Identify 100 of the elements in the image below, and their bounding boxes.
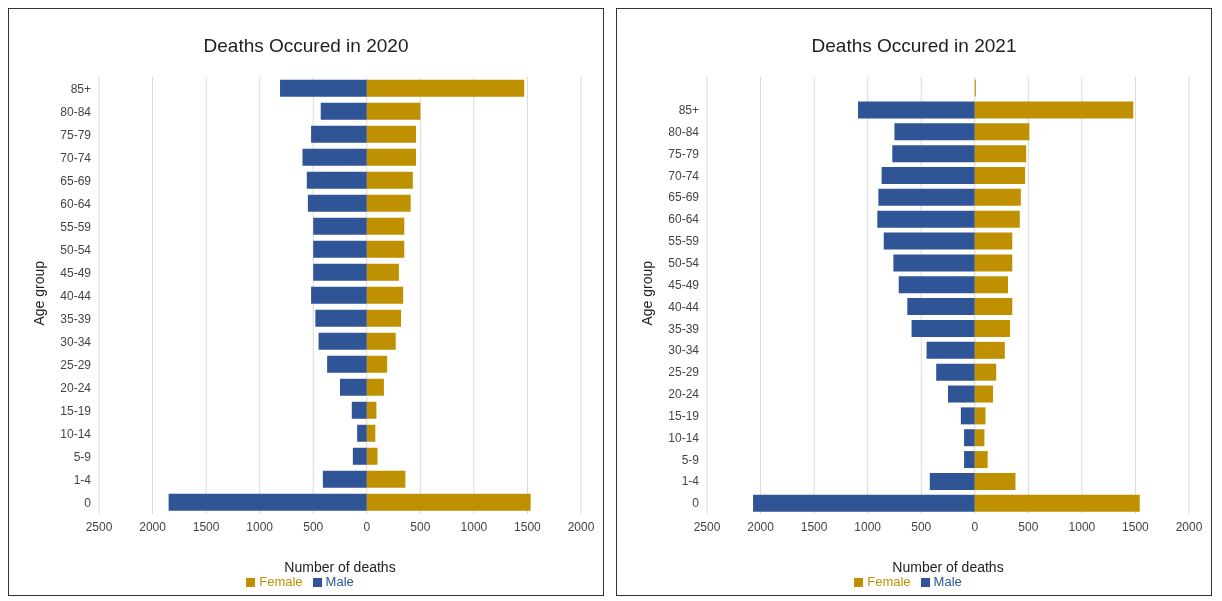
- chart-title: Deaths Occured in 2020: [202, 35, 410, 58]
- bar: [893, 254, 975, 272]
- bar: [307, 194, 367, 212]
- legend-label: Female: [259, 574, 303, 589]
- y-tick-label: 15-19: [60, 403, 92, 418]
- y-tick-label: 60-64: [60, 196, 92, 211]
- bar: [366, 171, 413, 189]
- bar: [858, 101, 975, 119]
- x-tick-label: 2000: [1175, 519, 1203, 534]
- y-tick-label: 10-14: [668, 430, 700, 445]
- bar: [974, 407, 986, 425]
- y-tick-label: 15-19: [668, 408, 700, 423]
- bar: [352, 447, 367, 465]
- bar: [974, 101, 1134, 119]
- bar: [366, 240, 405, 258]
- y-tick-label: 30-34: [60, 334, 92, 349]
- bar: [366, 470, 406, 488]
- x-tick-label: 1500: [192, 519, 220, 534]
- bar: [974, 167, 1026, 185]
- y-tick-label: 45-49: [668, 277, 700, 292]
- bar: [974, 276, 1008, 294]
- y-tick-label: 20-24: [668, 387, 700, 402]
- bar: [974, 472, 1016, 490]
- bar: [974, 232, 1013, 250]
- bar: [366, 194, 411, 212]
- x-tick-label: 2500: [693, 519, 721, 534]
- y-tick-label: 50-54: [60, 242, 92, 257]
- bar: [351, 401, 367, 419]
- y-tick-label: 40-44: [60, 288, 92, 303]
- x-tick-label: 2500: [85, 519, 113, 534]
- bar: [974, 188, 1021, 206]
- y-tick-label: 30-34: [668, 343, 700, 358]
- bar: [898, 276, 975, 294]
- y-tick-label: 45-49: [60, 265, 92, 280]
- x-tick-label: 1500: [800, 519, 828, 534]
- bar: [964, 429, 975, 447]
- bar: [929, 472, 975, 490]
- y-tick-label: 85+: [678, 103, 699, 118]
- bar: [366, 332, 396, 350]
- bar: [366, 401, 377, 419]
- x-tick-label: 2000: [747, 519, 775, 534]
- bar: [883, 232, 975, 250]
- y-tick-label: 75-79: [668, 146, 700, 161]
- y-tick-label: 0: [692, 496, 700, 511]
- y-tick-label: 80-84: [60, 104, 92, 119]
- y-tick-label: 0: [84, 495, 92, 510]
- bar: [313, 263, 367, 281]
- x-tick-label: 500: [1018, 519, 1039, 534]
- bar: [366, 355, 388, 373]
- legend-label: Male: [933, 574, 962, 589]
- y-tick-label: 35-39: [668, 321, 700, 336]
- bar: [366, 493, 531, 511]
- x-axis-title: Number of deaths: [892, 559, 1004, 575]
- y-tick-label: 1-4: [73, 472, 92, 487]
- bar: [960, 407, 975, 425]
- bar: [894, 123, 975, 141]
- y-tick-label: 25-29: [60, 357, 92, 372]
- bar: [357, 424, 367, 442]
- x-tick-label: 1000: [246, 519, 274, 534]
- x-tick-label: 2000: [567, 519, 595, 534]
- bar: [313, 240, 367, 258]
- bar: [974, 363, 997, 381]
- x-tick-label: 0: [971, 519, 979, 534]
- x-tick-label: 1000: [854, 519, 882, 534]
- bar: [964, 451, 975, 469]
- bar: [320, 102, 367, 120]
- bar: [911, 319, 975, 337]
- y-tick-label: 5-9: [73, 449, 92, 464]
- bar: [327, 355, 367, 373]
- y-tick-label: 35-39: [60, 311, 92, 326]
- bar: [315, 309, 367, 327]
- bar: [366, 148, 417, 166]
- bar: [974, 298, 1013, 316]
- bar: [366, 102, 421, 120]
- bar: [974, 254, 1013, 272]
- y-tick-label: 20-24: [60, 380, 92, 395]
- y-tick-label: 85+: [70, 81, 91, 96]
- legend-label: Female: [867, 574, 911, 589]
- bar: [366, 217, 405, 235]
- y-tick-label: 55-59: [668, 234, 700, 249]
- bar: [907, 298, 975, 316]
- bar: [974, 429, 985, 447]
- bar: [366, 378, 384, 396]
- bar: [877, 210, 975, 228]
- bar: [366, 125, 417, 143]
- bar: [974, 451, 988, 469]
- bar: [311, 125, 367, 143]
- x-tick-label: 1500: [1122, 519, 1150, 534]
- x-tick-label: 1000: [1068, 519, 1096, 534]
- x-tick-label: 500: [911, 519, 932, 534]
- y-tick-label: 10-14: [60, 426, 92, 441]
- y-tick-label: 50-54: [668, 255, 700, 270]
- bar: [311, 286, 367, 304]
- bar: [926, 341, 975, 359]
- legend-label: Male: [325, 574, 354, 589]
- y-tick-label: 80-84: [668, 124, 700, 139]
- bar: [322, 470, 367, 488]
- y-axis-title: Age group: [30, 260, 47, 326]
- x-tick-label: 500: [303, 519, 324, 534]
- y-tick-label: 65-69: [668, 190, 700, 205]
